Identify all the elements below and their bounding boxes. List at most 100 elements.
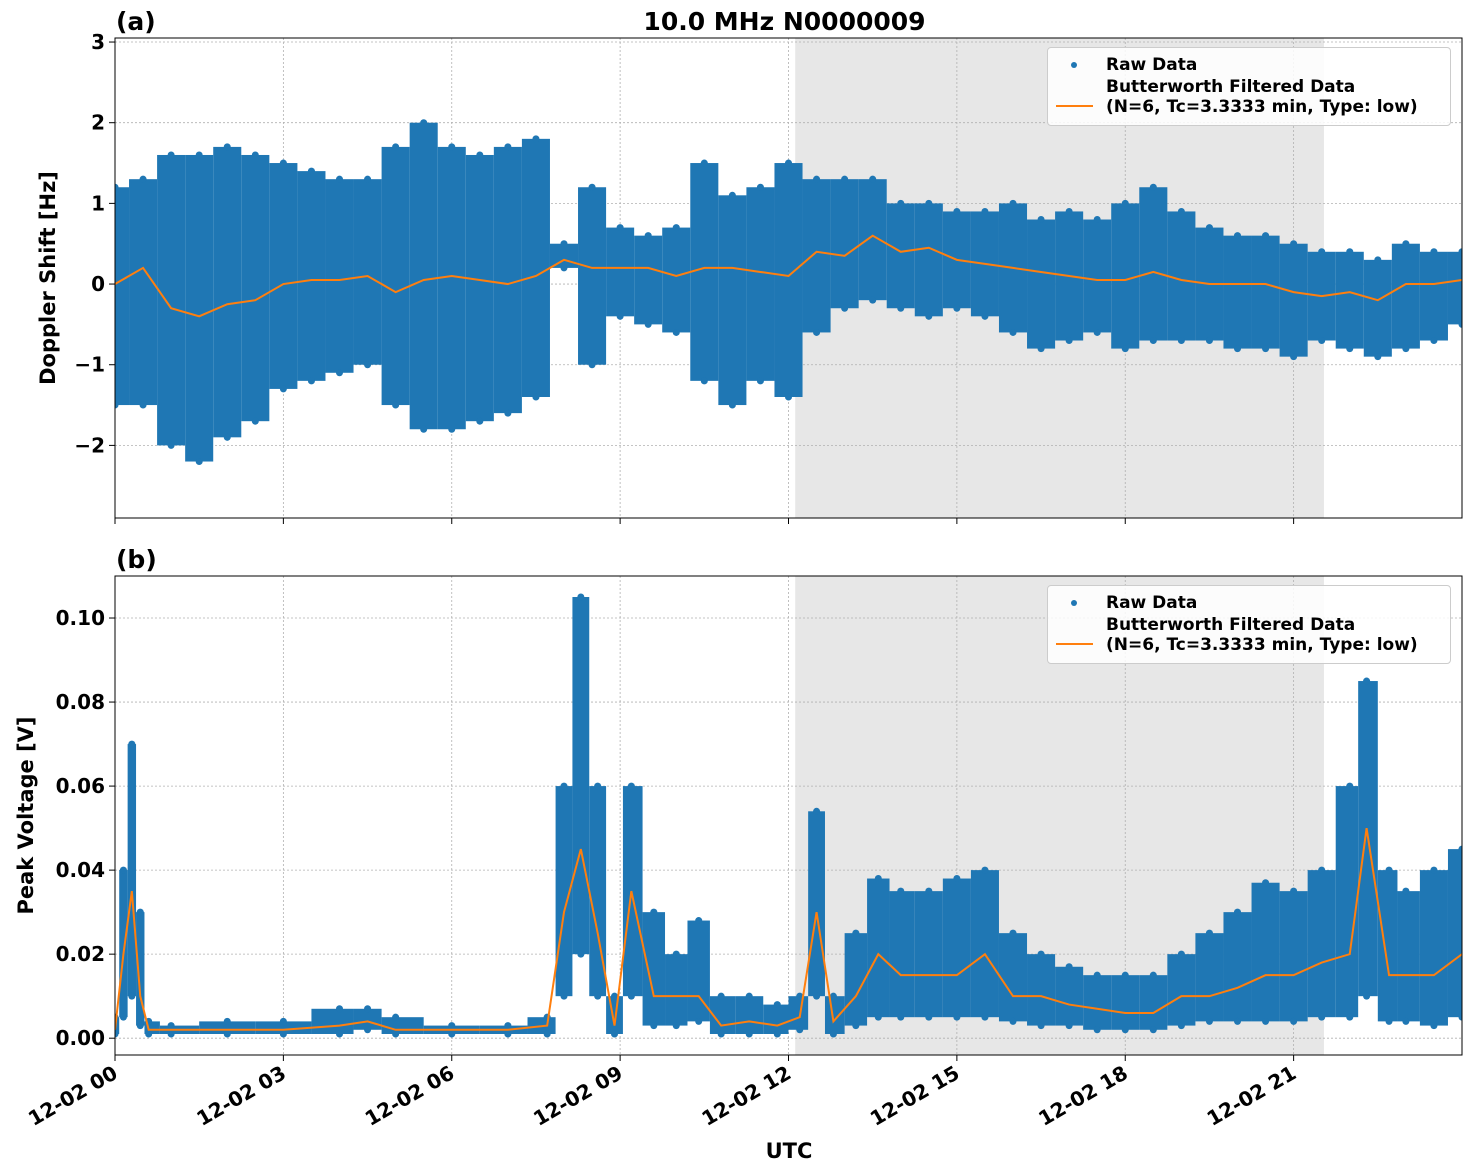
legend-marker bbox=[1048, 87, 1106, 107]
raw-data-band bbox=[549, 243, 579, 268]
raw-data-point bbox=[1234, 1017, 1241, 1025]
raw-data-point bbox=[136, 1022, 144, 1030]
raw-data-point bbox=[1037, 950, 1045, 958]
raw-data-point bbox=[1262, 345, 1270, 353]
raw-data-point bbox=[588, 183, 596, 191]
raw-data-point bbox=[392, 143, 400, 151]
raw-data-point bbox=[1402, 240, 1410, 248]
raw-data-point bbox=[953, 304, 961, 312]
y-tick-label: 0.06 bbox=[56, 774, 105, 798]
raw-data-point bbox=[1262, 1017, 1270, 1025]
raw-data-point bbox=[1363, 992, 1371, 1000]
raw-data-point bbox=[195, 151, 203, 159]
raw-data-point bbox=[195, 458, 203, 466]
raw-data-point bbox=[1374, 353, 1382, 361]
y-tick-label: 0.10 bbox=[56, 606, 105, 630]
raw-data-band bbox=[1027, 219, 1056, 349]
raw-data-point bbox=[1290, 887, 1298, 895]
raw-data-point bbox=[650, 908, 658, 916]
raw-data-point bbox=[1065, 207, 1073, 215]
raw-data-point bbox=[532, 393, 540, 401]
raw-data-band bbox=[119, 870, 128, 1018]
raw-data-point bbox=[364, 1026, 372, 1034]
raw-data-band bbox=[808, 811, 825, 997]
legend-marker bbox=[1048, 593, 1106, 613]
raw-data-point bbox=[897, 1013, 905, 1021]
raw-data-point bbox=[336, 1005, 343, 1013]
raw-data-band bbox=[1223, 235, 1252, 349]
raw-data-point bbox=[560, 992, 568, 1000]
raw-data-point bbox=[251, 151, 259, 159]
raw-data-point bbox=[1290, 353, 1298, 361]
raw-data-band bbox=[1335, 786, 1359, 1018]
raw-data-point bbox=[672, 950, 680, 958]
raw-data-point bbox=[420, 425, 428, 433]
raw-data-point bbox=[1430, 337, 1438, 345]
raw-data-point bbox=[1093, 1026, 1101, 1034]
legend-dot bbox=[1071, 600, 1077, 606]
raw-data-point bbox=[448, 1030, 456, 1038]
raw-data-point bbox=[504, 409, 512, 417]
raw-data-band bbox=[115, 187, 130, 406]
raw-data-band bbox=[942, 878, 971, 1018]
raw-data-point bbox=[897, 887, 905, 895]
raw-data-point bbox=[364, 175, 372, 183]
raw-data-point bbox=[1262, 879, 1270, 887]
y-tick-label: 0.00 bbox=[56, 1026, 105, 1050]
y-axis-label: Peak Voltage [V] bbox=[14, 716, 38, 914]
raw-data-point bbox=[773, 1001, 781, 1009]
y-tick-label: −1 bbox=[74, 353, 105, 377]
raw-data-band bbox=[774, 163, 803, 397]
raw-data-point bbox=[953, 207, 961, 215]
chart-title: 10.0 MHz N0000009 bbox=[643, 7, 925, 36]
raw-data-point bbox=[115, 183, 119, 191]
raw-data-point bbox=[1205, 337, 1213, 345]
raw-data-point bbox=[1402, 1017, 1410, 1025]
y-tick-label: 3 bbox=[91, 30, 105, 54]
legend-line bbox=[1056, 643, 1093, 645]
raw-data-point bbox=[251, 417, 259, 425]
raw-data-band bbox=[353, 179, 382, 365]
legend-entry: Raw Data bbox=[1048, 593, 1450, 613]
raw-data-band bbox=[1167, 954, 1196, 1026]
raw-data-point bbox=[1093, 216, 1101, 224]
raw-data-point bbox=[1458, 1013, 1462, 1021]
legend-marker bbox=[1048, 55, 1106, 75]
filtered-line bbox=[115, 827, 1462, 1031]
raw-data-point bbox=[869, 296, 877, 304]
y-tick-label: 0.08 bbox=[56, 690, 105, 714]
raw-data-point bbox=[167, 1030, 175, 1038]
raw-data-point bbox=[128, 992, 136, 1000]
raw-data-point bbox=[1402, 887, 1410, 895]
raw-data-point bbox=[874, 1013, 882, 1021]
raw-data-band bbox=[1167, 211, 1196, 341]
raw-data-point bbox=[167, 1022, 175, 1030]
raw-data-band bbox=[1335, 251, 1364, 349]
raw-data-point bbox=[925, 887, 933, 895]
raw-data-band bbox=[241, 154, 270, 422]
raw-data-point bbox=[336, 1030, 343, 1038]
raw-data-band bbox=[129, 179, 158, 406]
raw-data-point bbox=[1121, 199, 1129, 207]
raw-data-point bbox=[1093, 971, 1101, 979]
raw-data-point bbox=[841, 175, 849, 183]
raw-data-point bbox=[279, 1017, 287, 1025]
raw-data-point bbox=[627, 992, 635, 1000]
raw-data-point bbox=[953, 875, 961, 883]
x-tick-label: 12-02 18 bbox=[1034, 1061, 1132, 1131]
raw-data-band bbox=[1111, 203, 1140, 349]
raw-data-band bbox=[381, 1017, 424, 1034]
raw-data-point bbox=[504, 143, 512, 151]
raw-data-band bbox=[157, 154, 186, 446]
raw-data-point bbox=[139, 401, 147, 409]
raw-data-band bbox=[735, 996, 764, 1034]
raw-data-band bbox=[788, 996, 809, 1030]
raw-data-point bbox=[813, 992, 821, 1000]
raw-data-point bbox=[644, 320, 652, 328]
raw-data-point bbox=[1121, 345, 1129, 353]
raw-data-point bbox=[785, 393, 792, 401]
raw-data-point bbox=[700, 159, 708, 167]
y-tick-label: 0.04 bbox=[56, 858, 105, 882]
raw-data-band bbox=[1195, 933, 1224, 1022]
